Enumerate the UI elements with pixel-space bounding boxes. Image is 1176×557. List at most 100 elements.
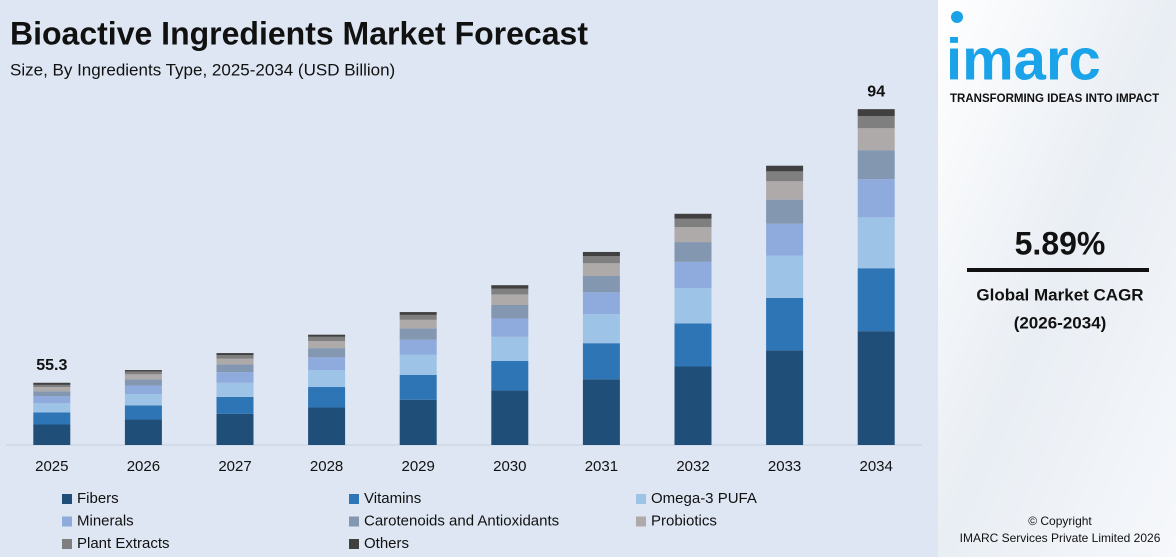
bar-segment <box>216 353 254 356</box>
bar-segment <box>308 407 346 445</box>
legend-label: Minerals <box>77 512 134 529</box>
bar-segment <box>857 150 895 180</box>
bar-segment <box>766 165 804 172</box>
x-tick-label: 2030 <box>493 458 526 475</box>
legend-label: Plant Extracts <box>77 535 170 552</box>
cagr-label: Global Market CAGR <box>976 285 1143 304</box>
x-tick-label: 2026 <box>127 458 160 475</box>
bar-segment <box>399 314 437 320</box>
bar-segment <box>124 374 162 380</box>
legend-swatch <box>62 539 72 549</box>
cagr-value: 5.89% <box>1015 225 1106 261</box>
x-tick-label: 2033 <box>768 458 801 475</box>
bar-segment <box>674 213 712 219</box>
copyright: © Copyright <box>1028 514 1092 528</box>
bar-segment <box>491 336 529 361</box>
bar-segment <box>33 384 71 388</box>
bar-segment <box>399 339 437 355</box>
cagr-period: (2026-2034) <box>1014 313 1107 332</box>
x-tick-label: 2029 <box>402 458 435 475</box>
bar-segment <box>674 323 712 367</box>
legend-label: Probiotics <box>651 512 717 529</box>
bar-segment <box>582 276 620 293</box>
company: IMARC Services Private Limited 2026 <box>960 531 1161 545</box>
bar-segment <box>124 419 162 445</box>
legend-swatch <box>349 539 359 549</box>
bar-segment <box>857 116 895 129</box>
bar-segment <box>582 379 620 445</box>
bar-segment <box>399 328 437 340</box>
bar-segment <box>674 227 712 243</box>
bar-segment <box>216 355 254 359</box>
x-tick-label: 2032 <box>676 458 709 475</box>
bar-segment <box>674 242 712 262</box>
bar-segment <box>491 288 529 295</box>
legend-swatch <box>636 516 646 527</box>
bar-segment <box>308 370 346 388</box>
bar-segment <box>308 336 346 342</box>
total-label: 55.3 <box>36 357 67 374</box>
bar-segment <box>124 394 162 406</box>
legend-swatch <box>62 516 72 527</box>
legend-label: Carotenoids and Antioxidants <box>364 512 559 529</box>
cagr-rule <box>967 268 1149 272</box>
bar-segment <box>766 181 804 200</box>
bar-segment <box>216 396 254 414</box>
brand-tagline: TRANSFORMING IDEAS INTO IMPACT <box>950 93 1159 105</box>
bar-segment <box>124 385 162 395</box>
bar-segment <box>766 223 804 256</box>
bar-segment <box>674 261 712 289</box>
x-tick-label: 2034 <box>860 458 893 475</box>
x-tick-label: 2025 <box>35 458 68 475</box>
bar-segment <box>399 354 437 375</box>
bar-segment <box>308 348 346 358</box>
total-label: 94 <box>867 83 885 100</box>
bar-segment <box>124 371 162 375</box>
legend-label: Fibers <box>77 490 119 507</box>
bar-segment <box>491 294 529 305</box>
x-tick-label: 2031 <box>585 458 618 475</box>
legend-swatch <box>349 494 359 504</box>
logo-dot <box>951 11 963 23</box>
side-panel <box>938 0 1176 557</box>
bar-segment <box>582 343 620 380</box>
legend-label: Vitamins <box>364 490 421 507</box>
bar-segment <box>308 334 346 337</box>
bar-segment <box>582 263 620 277</box>
x-tick-label: 2028 <box>310 458 343 475</box>
bar-segment <box>491 318 529 337</box>
chart-subtitle: Size, By Ingredients Type, 2025-2034 (US… <box>10 60 395 79</box>
bar-segment <box>308 341 346 349</box>
bar-segment <box>124 405 162 420</box>
bar-segment <box>124 370 162 372</box>
legend-swatch <box>62 494 72 504</box>
bar-segment <box>857 268 895 332</box>
bar-segment <box>33 382 71 385</box>
bar-segment <box>674 288 712 324</box>
legend-label: Others <box>364 535 409 552</box>
bar-segment <box>857 179 895 218</box>
bar-segment <box>399 319 437 329</box>
bar-segment <box>399 375 437 400</box>
legend-swatch <box>636 494 646 504</box>
bar-segment <box>766 255 804 298</box>
bar-segment <box>33 387 71 392</box>
bar-segment <box>216 358 254 365</box>
bar-segment <box>33 412 71 425</box>
bar-segment <box>216 413 254 445</box>
bar-segment <box>857 217 895 269</box>
bar-segment <box>124 379 162 386</box>
bar-segment <box>33 403 71 413</box>
x-tick-label: 2027 <box>218 458 251 475</box>
bar-segment <box>766 199 804 224</box>
bar-segment <box>216 364 254 373</box>
bar-segment <box>33 391 71 397</box>
bar-segment <box>582 314 620 344</box>
bar-segment <box>491 390 529 445</box>
bar-segment <box>216 382 254 397</box>
bar-segment <box>399 312 437 315</box>
bar-segment <box>857 109 895 117</box>
bar-segment <box>674 218 712 228</box>
bar-segment <box>33 396 71 404</box>
bar-segment <box>674 366 712 445</box>
